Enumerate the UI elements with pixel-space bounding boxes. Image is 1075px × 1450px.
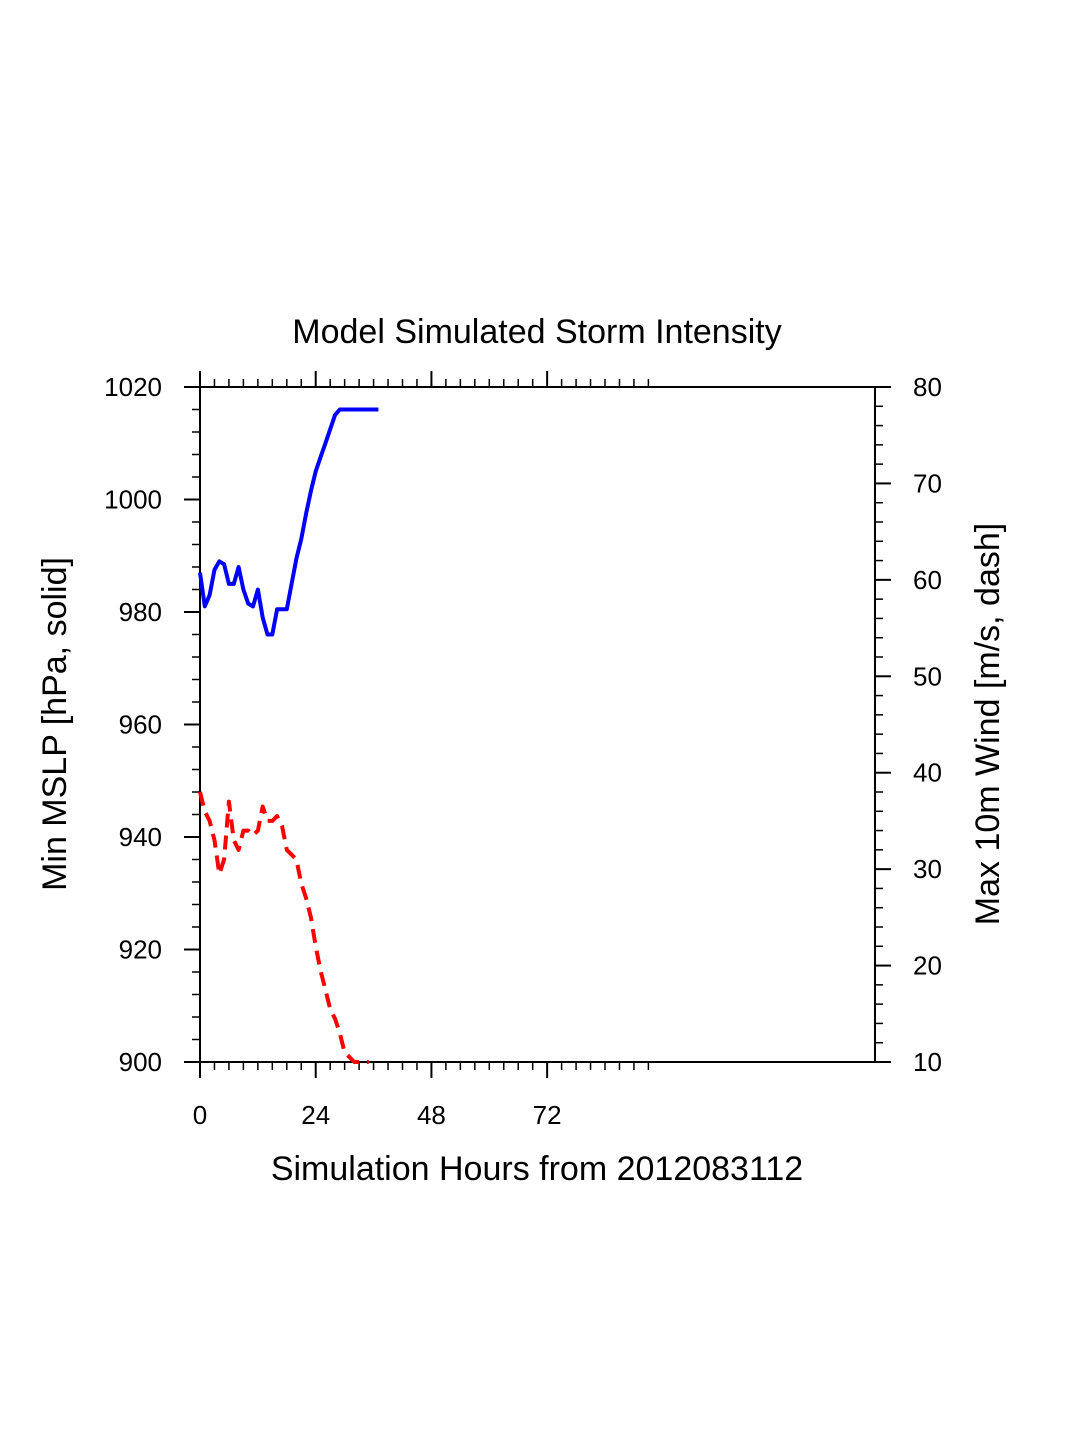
left-axis-label: Min MSLP [hPa, solid] xyxy=(36,557,74,891)
right-tick-label: 30 xyxy=(913,854,942,884)
chart-title: Model Simulated Storm Intensity xyxy=(292,313,781,351)
left-tick-label: 1000 xyxy=(104,485,162,515)
right-tick-label: 60 xyxy=(913,565,942,595)
max-wind-series-line xyxy=(198,791,369,1064)
left-axis-ticks xyxy=(184,386,200,1063)
x-tick-label: 24 xyxy=(301,1100,330,1130)
right-tick-label: 40 xyxy=(913,758,942,788)
right-tick-label: 10 xyxy=(913,1047,942,1077)
right-axis-ticks xyxy=(875,386,891,1063)
x-tick-label: 0 xyxy=(193,1100,207,1130)
left-tick-label: 960 xyxy=(119,710,162,740)
x-tick-label: 48 xyxy=(417,1100,446,1130)
left-tick-label: 940 xyxy=(119,822,162,852)
right-tick-label: 20 xyxy=(913,951,942,981)
left-tick-label: 1020 xyxy=(104,372,162,402)
x-tick-label: 72 xyxy=(533,1100,562,1130)
x-axis-tick-labels: 0 24 48 72 xyxy=(193,1100,562,1130)
right-tick-label: 50 xyxy=(913,661,942,691)
left-axis-tick-labels: 900 920 940 960 980 1000 1020 xyxy=(104,372,162,1077)
left-tick-label: 980 xyxy=(119,597,162,627)
right-axis-tick-labels: 10 20 30 40 50 60 70 80 xyxy=(913,372,942,1077)
min-mslp-series-line xyxy=(198,407,379,637)
right-tick-label: 70 xyxy=(913,468,942,498)
x-axis-label: Simulation Hours from 2012083112 xyxy=(271,1150,803,1188)
left-tick-label: 920 xyxy=(119,935,162,965)
plot-frame xyxy=(199,386,876,1063)
x-axis-ticks xyxy=(199,371,650,1078)
right-tick-label: 80 xyxy=(913,372,942,402)
left-tick-label: 900 xyxy=(119,1047,162,1077)
right-axis-label: Max 10m Wind [m/s, dash] xyxy=(969,523,1007,925)
series-layer xyxy=(198,407,379,1064)
plot-area xyxy=(184,371,891,1078)
